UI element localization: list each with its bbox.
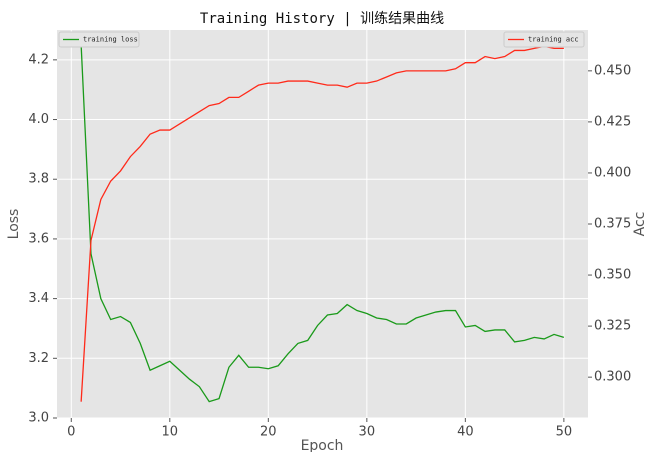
y-tick-label: 3.8 [28,172,49,187]
y2-axis-label: Acc [632,212,648,237]
legend-box [58,31,140,48]
ticks: 0 10 20 30 40 50 3.0 3.2 3.4 3.6 3.8 4.0 4.2 0.300 0.3… [28,52,631,439]
y-tick-label: 3.2 [28,351,49,366]
y-tick-label: 4.2 [28,52,49,67]
x-tick-label: 10 [162,425,179,440]
legend: training loss training acc [58,31,585,48]
y-tick-label: 3.4 [28,291,49,306]
legend-label: training loss [83,36,138,44]
plot-background [57,30,588,418]
x-axis-label: Epoch [301,438,344,452]
x-tick-label: 0 [67,425,75,440]
series-line [80,45,564,402]
y2-tick-label: 0.325 [594,319,631,334]
y-tick-label: 3.6 [28,231,49,246]
chart-title: Training History | 训练结果曲线 [200,11,444,27]
y2-tick-label: 0.375 [594,217,631,232]
grid [57,30,588,419]
y2-tick-label: 0.425 [594,114,631,129]
y2-tick-label: 0.400 [594,165,631,180]
y2-tick-label: 0.350 [594,268,631,283]
y-axis-label: Loss [6,209,22,240]
y-tick-label: 3.0 [28,411,49,426]
legend-label: training acc [528,36,579,44]
x-tick-label: 50 [556,425,573,440]
y2-tick-label: 0.300 [594,370,631,385]
x-tick-label: 20 [260,425,277,440]
y-tick-label: 4.0 [28,112,49,127]
legend-box [503,31,585,48]
y2-tick-label: 0.450 [594,63,631,78]
series-line [80,44,565,403]
lines [80,44,565,403]
x-tick-label: 30 [359,425,376,440]
x-tick-label: 40 [457,425,474,440]
